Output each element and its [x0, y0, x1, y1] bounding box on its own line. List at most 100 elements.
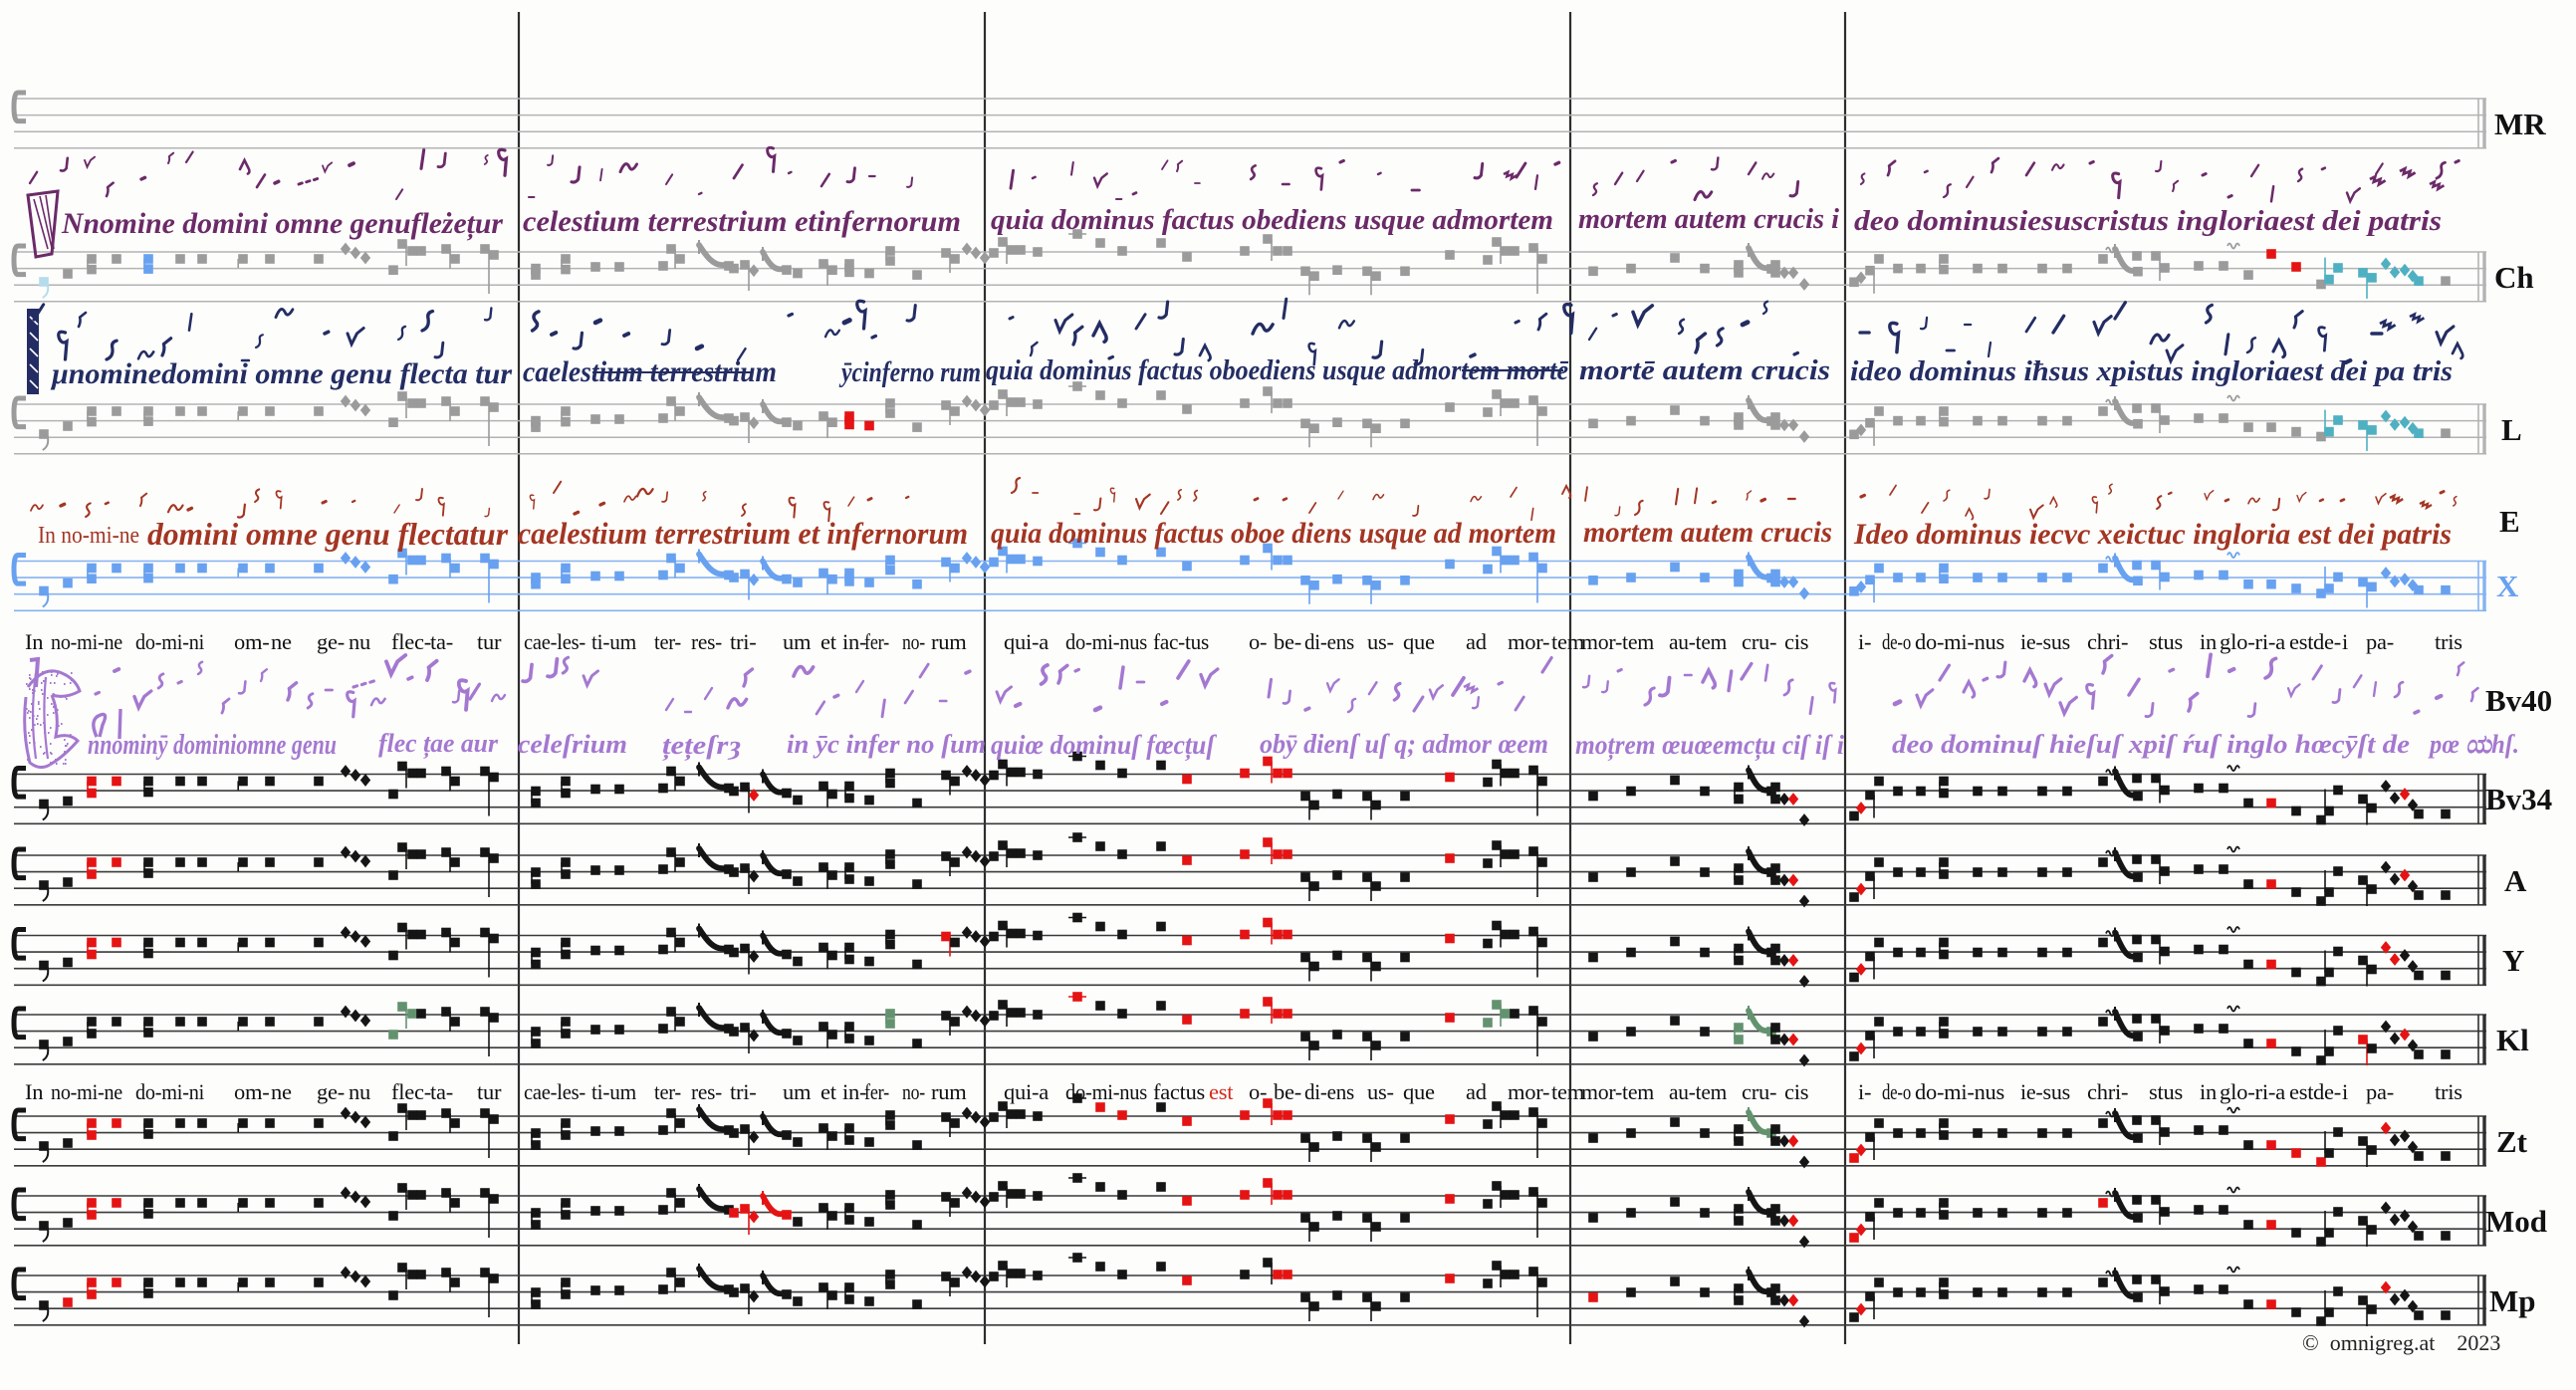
- svg-text:cis: cis: [1784, 1079, 1808, 1104]
- svg-text:in-: in-: [842, 629, 866, 654]
- svg-text:ti-um: ti-um: [591, 629, 637, 654]
- svg-text:ad: ad: [1466, 629, 1487, 654]
- svg-text:i-: i-: [1858, 1079, 1871, 1104]
- svg-text:est: est: [2289, 1079, 2314, 1104]
- svg-text:In: In: [25, 629, 43, 654]
- svg-text:glo-ri-a: glo-ri-a: [2220, 629, 2285, 654]
- svg-text:cru-: cru-: [1742, 1079, 1776, 1104]
- svg-text:ge-: ge-: [317, 1079, 345, 1104]
- svg-text:do-mi-ni: do-mi-ni: [135, 1079, 204, 1104]
- svg-text:Zt: Zt: [2496, 1124, 2528, 1159]
- svg-text:be-: be-: [1274, 629, 1301, 654]
- svg-text:tem: tem: [1551, 1079, 1585, 1104]
- svg-text:cru-: cru-: [1742, 629, 1776, 654]
- svg-text:um: um: [783, 1079, 812, 1104]
- svg-text:factus: factus: [1153, 1079, 1205, 1104]
- svg-text:um: um: [783, 629, 812, 654]
- svg-text:E: E: [2499, 504, 2520, 539]
- svg-text:ti-um: ti-um: [591, 1079, 637, 1104]
- svg-text:fer-: fer-: [864, 1079, 889, 1104]
- svg-text:in: in: [2200, 1079, 2217, 1104]
- svg-text:ad: ad: [1466, 1079, 1487, 1104]
- svg-text:au-tem: au-tem: [1669, 629, 1728, 654]
- svg-text:nnominȳ dominiomne genu: nnominȳ dominiomne genu: [88, 730, 337, 761]
- svg-text:Bv34: Bv34: [2485, 782, 2552, 816]
- svg-text:i-: i-: [1858, 629, 1871, 654]
- svg-text:fac-tus: fac-tus: [1153, 629, 1209, 654]
- svg-text:res-: res-: [691, 1079, 722, 1104]
- svg-text:cae-les-: cae-les-: [524, 629, 585, 654]
- svg-text:in: in: [2200, 629, 2217, 654]
- svg-text:us-: us-: [1367, 629, 1394, 654]
- svg-text:rum: rum: [931, 1079, 967, 1104]
- svg-text:nu: nu: [349, 1079, 370, 1104]
- svg-text:ne: ne: [271, 1079, 292, 1104]
- svg-text:pœ ಯhſ.: pœ ಯhſ.: [2428, 730, 2519, 759]
- svg-text:obȳ dienſ uſ q; admor œem: obȳ dienſ uſ q; admor œem: [1260, 729, 1548, 759]
- svg-text:glo-ri-a: glo-ri-a: [2220, 1079, 2285, 1104]
- svg-text:et: et: [820, 629, 837, 654]
- svg-text:Y: Y: [2502, 943, 2524, 978]
- svg-text:mortem autem crucis: mortem autem crucis: [1583, 516, 1832, 549]
- svg-text:mortem autem crucis i: mortem autem crucis i: [1578, 203, 1839, 235]
- svg-text:est: est: [1209, 1079, 1234, 1104]
- svg-text:in-: in-: [842, 1079, 866, 1104]
- svg-text:celeſrium: celeſrium: [518, 730, 627, 759]
- svg-text:In no-mi-ne: In no-mi-ne: [38, 523, 139, 549]
- svg-text:di-ens: di-ens: [1304, 1079, 1354, 1104]
- svg-text:o-: o-: [1249, 629, 1267, 654]
- svg-text:de-: de-: [2313, 629, 2341, 654]
- svg-text:in ȳc infer no ſum: in ȳc infer no ſum: [787, 730, 986, 759]
- svg-text:tur: tur: [477, 629, 502, 654]
- svg-text:Bv40: Bv40: [2485, 683, 2552, 718]
- svg-text:ie-sus: ie-sus: [2020, 1079, 2070, 1104]
- svg-text:no-: no-: [902, 1079, 925, 1104]
- svg-text:mor-: mor-: [1508, 629, 1549, 654]
- svg-text:ge-: ge-: [317, 629, 345, 654]
- svg-text:L: L: [2501, 412, 2522, 447]
- svg-text:i: i: [2342, 629, 2348, 654]
- svg-text:ne: ne: [271, 629, 292, 654]
- svg-text:res-: res-: [691, 629, 722, 654]
- svg-text:quia dominus factus obediens u: quia dominus factus obediens usque admor…: [991, 204, 1553, 236]
- svg-text:stus: stus: [2149, 1079, 2183, 1104]
- svg-text:mortē autem crucis: mortē autem crucis: [1579, 354, 1830, 386]
- svg-text:au-tem: au-tem: [1669, 1079, 1728, 1104]
- svg-text:de-o: de-o: [1882, 1079, 1911, 1104]
- svg-text:Mp: Mp: [2489, 1283, 2536, 1318]
- svg-text:chri-: chri-: [2087, 629, 2128, 654]
- svg-text:tris: tris: [2435, 1079, 2462, 1104]
- svg-text:di-ens: di-ens: [1304, 629, 1354, 654]
- svg-text:tem: tem: [1551, 629, 1585, 654]
- svg-text:fer-: fer-: [864, 629, 889, 654]
- svg-text:Nnomine domini omne genufleżeț: Nnomine domini omne genufleżețur: [61, 207, 503, 241]
- svg-text:Kl: Kl: [2496, 1023, 2529, 1057]
- svg-text:que: que: [1403, 629, 1435, 654]
- svg-text:no-mi-ne: no-mi-ne: [51, 629, 122, 654]
- svg-text:mor-: mor-: [1508, 1079, 1549, 1104]
- svg-text:do-mi-nus: do-mi-nus: [1065, 1079, 1147, 1104]
- svg-text:domini omne genu flectatur: domini omne genu flectatur: [147, 516, 509, 552]
- svg-text:deo dominuſ hieſuſ xpiſ ŕuſ in: deo dominuſ hieſuſ xpiſ ŕuſ inglo hœcȳſt…: [1892, 730, 2410, 759]
- svg-text:tri-: tri-: [730, 629, 757, 654]
- svg-text:țețeſrȝ: țețeſrȝ: [662, 731, 742, 761]
- svg-text:Ideo dominus iecvc xeictuc ing: Ideo dominus iecvc xeictuc ingloria est …: [1853, 518, 2452, 551]
- svg-text:deo dominusiesuscristus inglor: deo dominusiesuscristus ingloriaest dei …: [1854, 205, 2442, 237]
- svg-text:o-: o-: [1249, 1079, 1267, 1104]
- svg-text:do-mi-nus: do-mi-nus: [1915, 629, 2004, 654]
- svg-text:mor-tem: mor-tem: [1581, 1079, 1655, 1104]
- svg-text:tris: tris: [2435, 629, 2462, 654]
- svg-text:flec țae aur: flec țae aur: [378, 729, 499, 759]
- svg-text:In: In: [25, 1079, 43, 1104]
- svg-text:cae-les-: cae-les-: [524, 1079, 585, 1104]
- svg-text:om-: om-: [234, 1079, 270, 1104]
- svg-text:ter-: ter-: [654, 629, 681, 654]
- svg-text:celestium terrestrium etinfern: celestium terrestrium etinfernorum: [523, 205, 961, 238]
- svg-text:nu: nu: [349, 629, 370, 654]
- svg-text:Mod: Mod: [2485, 1204, 2547, 1239]
- svg-text:moțrem œuœemcțu ciſ iſ i: moțrem œuœemcțu ciſ iſ i: [1575, 730, 1844, 761]
- svg-text:qui-a: qui-a: [1004, 629, 1049, 654]
- svg-text:ta-: ta-: [430, 1079, 453, 1104]
- svg-text:mor-tem: mor-tem: [1581, 629, 1655, 654]
- svg-text:stus: stus: [2149, 629, 2183, 654]
